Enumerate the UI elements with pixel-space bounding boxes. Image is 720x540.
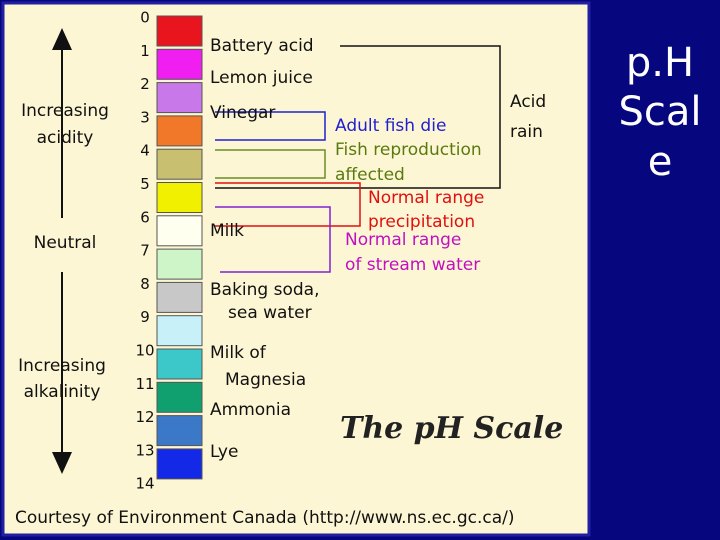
annotation: Normal range — [345, 230, 461, 250]
slide-title: p.H — [626, 40, 694, 86]
ph-color-box — [156, 381, 203, 413]
left-label: acidity — [37, 128, 94, 148]
left-label: Neutral — [34, 233, 97, 253]
ph-color-box — [156, 148, 203, 180]
ph-color-box — [156, 448, 203, 480]
ph-color-box — [156, 15, 203, 47]
ph-number: 2 — [140, 75, 150, 93]
substance-label: Vinegar — [210, 103, 275, 123]
figure-panel — [1, 1, 591, 537]
ph-number: 1 — [140, 42, 150, 60]
slide-title: e — [648, 139, 673, 185]
ph-number: 4 — [140, 142, 150, 160]
annotation: Fish reproduction — [335, 140, 482, 160]
substance-label: Magnesia — [225, 370, 306, 390]
ph-number: 10 — [135, 342, 154, 360]
substance-label: Battery acid — [210, 36, 314, 56]
annotation: Normal range — [368, 188, 484, 208]
substance-label: sea water — [228, 303, 312, 323]
substance-label: Baking soda, — [210, 280, 320, 300]
ph-color-box — [156, 48, 203, 80]
ph-number: 13 — [135, 441, 154, 459]
ph-color-box — [156, 215, 203, 247]
bracket-line — [215, 111, 326, 141]
ph-color-box — [156, 315, 203, 347]
ph-number: 8 — [140, 275, 150, 293]
substance-label: Lemon juice — [210, 68, 313, 88]
ph-number: 6 — [140, 208, 150, 226]
bracket-line — [215, 182, 361, 227]
left-label: Increasing — [18, 356, 106, 376]
annotation: affected — [335, 165, 405, 185]
figure-title: The pH Scale — [340, 411, 563, 446]
ph-number: 14 — [135, 475, 154, 493]
ph-number: 7 — [140, 242, 150, 260]
credit: Courtesy of Environment Canada (http://w… — [15, 508, 515, 528]
substance-label: Milk — [210, 221, 244, 241]
ph-color-box — [156, 115, 203, 147]
ph-number: 5 — [140, 175, 150, 193]
substance-label: Lye — [210, 442, 238, 462]
ph-color-box — [156, 415, 203, 447]
ph-number: 11 — [135, 375, 154, 393]
ph-color-box — [156, 281, 203, 313]
bracket-line — [215, 149, 326, 179]
left-label: Increasing — [21, 101, 109, 121]
substance-label: Milk of — [210, 343, 267, 363]
annotation: precipitation — [368, 212, 475, 232]
arrow-head — [52, 452, 72, 474]
bracket-line — [215, 45, 501, 189]
ph-number: 9 — [140, 308, 150, 326]
arrow-head — [52, 28, 72, 50]
ph-color-box — [156, 348, 203, 380]
ph-color-box — [156, 82, 203, 114]
annotation: Acid — [510, 92, 546, 112]
left-label: alkalinity — [24, 382, 101, 402]
bracket-line — [215, 206, 331, 273]
annotation: of stream water — [345, 255, 480, 275]
slide-title: Scal — [618, 89, 701, 135]
annotation: Adult fish die — [335, 116, 446, 136]
ph-color-box — [156, 248, 203, 280]
ph-number: 12 — [135, 408, 154, 426]
annotation: rain — [510, 122, 543, 142]
ph-number: 3 — [140, 108, 150, 126]
ph-number: 0 — [140, 9, 150, 27]
substance-label: Ammonia — [210, 400, 291, 420]
ph-color-box — [156, 182, 203, 213]
